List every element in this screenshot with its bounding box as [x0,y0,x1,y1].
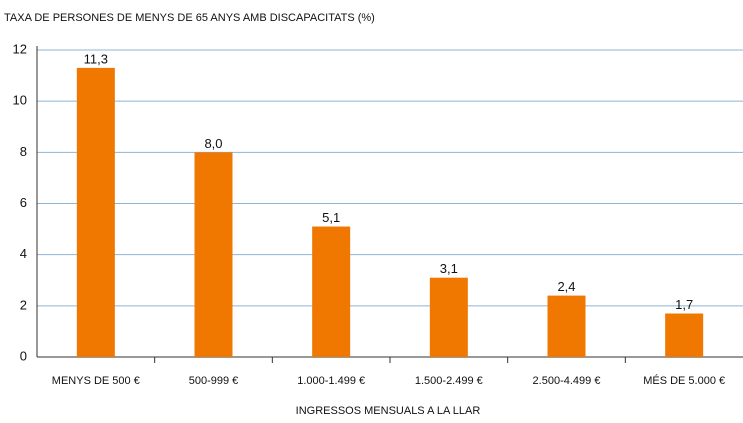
x-axis-label: INGRESSOS MENSUALS A LA LLAR [296,405,481,417]
value-label: 8,0 [204,136,222,151]
bar [665,313,704,357]
bar [312,226,351,357]
bar [429,277,468,357]
x-tick-label: 1.500-2.499 € [415,375,483,387]
x-tick-label: 1.000-1.499 € [297,375,365,387]
value-label: 11,3 [84,51,108,66]
x-tick-label: MENYS DE 500 € [52,375,140,387]
x-tick-label: MÉS DE 5.000 € [643,374,725,387]
chart-title: TAXA DE PERSONES DE MENYS DE 65 ANYS AMB… [4,12,375,24]
bar [547,295,586,357]
y-tick-label: 12 [13,41,27,56]
x-tick-label: 2.500-4.499 € [533,375,601,387]
value-label: 5,1 [322,210,340,225]
value-label: 3,1 [440,261,458,276]
y-tick-label: 4 [20,246,27,261]
value-label: 2,4 [557,279,575,294]
value-label: 1,7 [675,297,693,312]
y-tick-label: 0 [20,348,27,363]
bar [76,67,115,358]
bar [194,152,233,357]
y-tick-label: 8 [20,144,27,159]
x-tick-label: 500-999 € [189,375,239,387]
y-tick-label: 10 [13,93,27,108]
y-tick-label: 2 [20,297,27,312]
y-tick-label: 6 [20,195,27,210]
